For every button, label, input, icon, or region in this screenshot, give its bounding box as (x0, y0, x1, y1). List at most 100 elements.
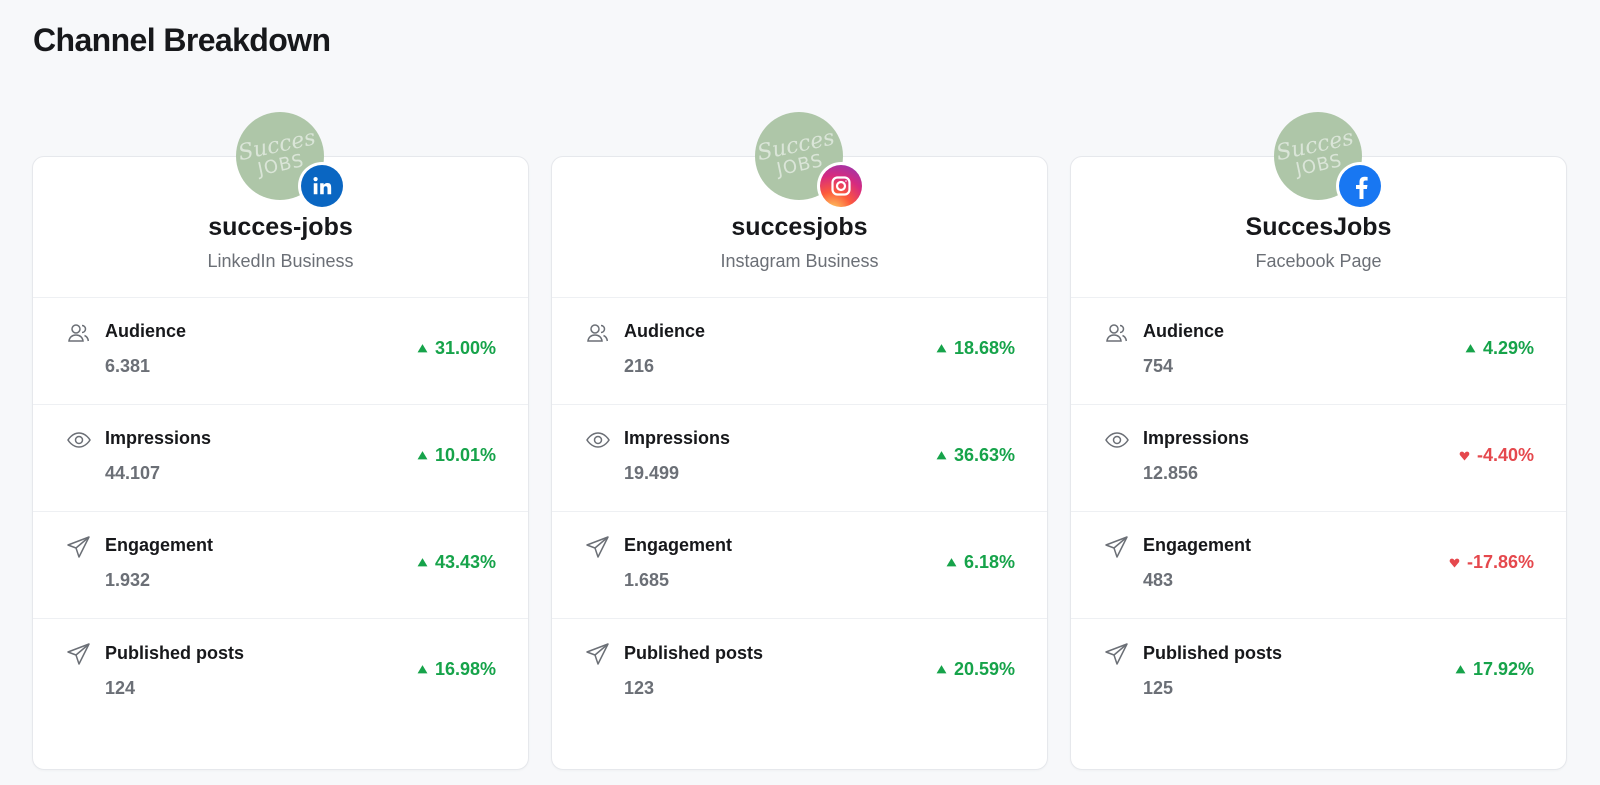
eye-icon (1105, 432, 1129, 448)
paper-plane-icon (1105, 536, 1128, 558)
account-type: Facebook Page (1255, 251, 1382, 271)
heart-down-icon (1449, 558, 1460, 567)
metric-label: Published posts (624, 642, 764, 663)
metric-change: 20.59% (936, 659, 1015, 680)
metric-label: Engagement (105, 535, 214, 555)
metric-label: Audience (1143, 321, 1225, 341)
channel-card-facebook: Succes JOBS SuccesJobs Facebook Page Audi… (1070, 112, 1567, 770)
paper-plane-icon (586, 536, 609, 558)
metric-change-value: 20.59% (953, 659, 1015, 679)
metric-value: 1.685 (624, 570, 670, 590)
metric-value: 754 (1143, 356, 1174, 376)
channel-card-instagram: Succes JOBS succesjobs Instagram Business… (551, 112, 1048, 770)
metric-change-value: 36.63% (953, 444, 1015, 465)
metric-label: Impressions (1143, 428, 1250, 448)
triangle-up-icon (946, 557, 957, 566)
metric-change: 31.00% (417, 338, 496, 359)
metric-change: 4.29% (1465, 338, 1534, 359)
account-name: succes-jobs (208, 213, 353, 241)
metric-row-engagement: Engagement 1.932 43.43% (33, 512, 528, 619)
metric-change: 18.68% (936, 338, 1015, 359)
metric-change: 36.63% (936, 445, 1015, 466)
metric-label: Engagement (1143, 535, 1252, 555)
paper-plane-icon (67, 536, 90, 558)
metric-value: 123 (624, 677, 655, 698)
triangle-up-icon (1465, 343, 1476, 352)
triangle-up-icon (936, 343, 947, 352)
paper-plane-icon (1105, 643, 1128, 665)
metric-change: -4.40% (1459, 445, 1534, 466)
metric-change-value: 43.43% (434, 551, 496, 572)
metric-label: Published posts (105, 642, 245, 663)
metric-value: 1.932 (105, 570, 151, 590)
linkedin-icon (297, 162, 346, 210)
paper-plane-icon (67, 643, 90, 665)
metric-change-value: 6.18% (963, 551, 1015, 572)
metric-value: 216 (624, 356, 655, 376)
triangle-up-icon (417, 450, 428, 459)
audience-icon (587, 324, 609, 342)
metric-change: 17.92% (1455, 659, 1534, 680)
metric-row-engagement: Engagement 1.685 6.18% (552, 512, 1047, 619)
account-type: Instagram Business (720, 251, 879, 271)
metric-row-published-posts: Published posts 124 16.98% (33, 619, 528, 726)
metric-change-value: 17.92% (1472, 659, 1534, 679)
metric-row-engagement: Engagement 483 -17.86% (1071, 512, 1566, 619)
metric-change-value: 16.98% (434, 659, 496, 679)
account-avatar: Succes JOBS (754, 112, 865, 210)
paper-plane-icon (586, 643, 609, 665)
metric-label: Impressions (624, 428, 731, 448)
facebook-icon (1335, 162, 1384, 210)
triangle-up-icon (1455, 665, 1466, 674)
metric-row-published-posts: Published posts 123 20.59% (552, 619, 1047, 726)
metric-row-impressions: Impressions 44.107 10.01% (33, 405, 528, 512)
account-name: SuccesJobs (1245, 213, 1392, 241)
eye-icon (586, 432, 610, 448)
channel-card-linkedin: Succes JOBS succes-jobs LinkedIn Business… (32, 112, 529, 770)
metric-row-published-posts: Published posts 125 17.92% (1071, 619, 1566, 726)
account-name: succesjobs (731, 213, 868, 241)
metric-value: 483 (1143, 570, 1174, 590)
metric-row-impressions: Impressions 19.499 36.63% (552, 405, 1047, 512)
triangle-up-icon (417, 665, 428, 674)
account-avatar: Succes JOBS (235, 112, 346, 210)
metric-row-audience: Audience 6.381 31.00% (33, 298, 528, 405)
metric-value: 44.107 (105, 463, 161, 483)
metric-value: 19.499 (624, 463, 680, 483)
triangle-up-icon (417, 343, 428, 352)
metric-value: 12.856 (1143, 463, 1199, 483)
metric-change: 43.43% (417, 552, 496, 573)
metric-label: Impressions (105, 428, 212, 448)
metric-value: 124 (105, 677, 136, 698)
metric-value: 125 (1143, 677, 1174, 698)
account-type: LinkedIn Business (207, 251, 354, 271)
triangle-up-icon (936, 450, 947, 459)
metric-change-value: 4.29% (1482, 337, 1534, 358)
metric-value: 6.381 (105, 356, 151, 376)
metric-change: 6.18% (946, 552, 1015, 573)
metric-change-value: 31.00% (434, 337, 496, 358)
audience-icon (1106, 324, 1128, 342)
metric-change: -17.86% (1449, 552, 1534, 573)
metric-label: Published posts (1143, 642, 1283, 663)
triangle-up-icon (417, 557, 428, 566)
eye-icon (67, 432, 91, 448)
metric-change: 16.98% (417, 659, 496, 680)
metric-label: Engagement (624, 535, 733, 555)
page-title: Channel Breakdown (33, 22, 331, 58)
metric-label: Audience (105, 321, 187, 341)
metric-change: 10.01% (417, 445, 496, 466)
heart-down-icon (1459, 451, 1470, 460)
metric-row-impressions: Impressions 12.856 -4.40% (1071, 405, 1566, 512)
metric-change-value: -17.86% (1466, 551, 1534, 572)
metric-change-value: 18.68% (953, 337, 1015, 358)
audience-icon (68, 324, 90, 342)
channel-cards: Succes JOBS succes-jobs LinkedIn Business… (32, 112, 1568, 770)
metric-change-value: -4.40% (1476, 444, 1534, 465)
instagram-icon (816, 162, 865, 210)
account-avatar: Succes JOBS (1273, 112, 1384, 210)
triangle-up-icon (936, 665, 947, 674)
metric-row-audience: Audience 754 4.29% (1071, 298, 1566, 405)
metric-row-audience: Audience 216 18.68% (552, 298, 1047, 405)
metric-label: Audience (624, 321, 706, 341)
